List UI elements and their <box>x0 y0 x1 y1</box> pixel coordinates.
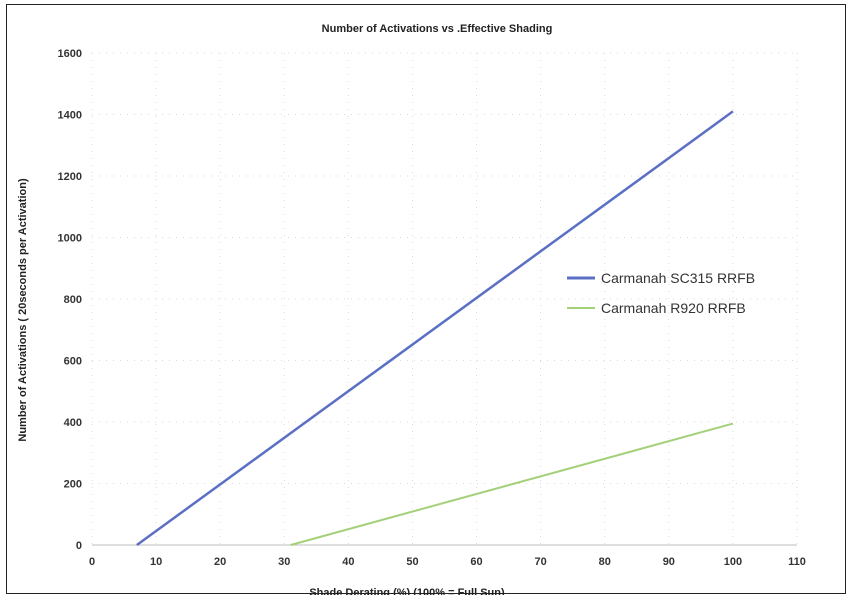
x-tick-label: 10 <box>150 556 162 568</box>
chart-title: Number of Activations vs .Effective Shad… <box>322 23 553 35</box>
x-tick-label: 100 <box>724 556 742 568</box>
x-tick-label: 0 <box>89 556 95 568</box>
y-tick-label: 1600 <box>58 48 82 60</box>
y-tick-label: 200 <box>64 479 82 491</box>
line-chart: Number of Activations vs .Effective Shad… <box>17 23 806 595</box>
x-tick-label: 110 <box>788 556 806 568</box>
y-tick-label: 400 <box>64 417 82 429</box>
grid-lines <box>91 52 798 546</box>
legend-label-1: Carmanah SC315 RRFB <box>601 270 755 286</box>
x-axis-ticks: 0 10 20 30 40 50 60 70 80 90 100 110 <box>89 556 806 568</box>
y-tick-label: 800 <box>64 294 82 306</box>
y-tick-label: 0 <box>76 540 82 552</box>
x-tick-label: 90 <box>663 556 675 568</box>
series-line-2 <box>290 422 734 546</box>
legend-label-2: Carmanah R920 RRFB <box>601 300 746 316</box>
y-tick-label: 600 <box>64 356 82 368</box>
x-tick-label: 60 <box>470 556 482 568</box>
x-tick-label: 40 <box>342 556 354 568</box>
y-axis-ticks: 0 200 400 600 800 1000 1200 1400 1600 <box>58 48 82 552</box>
y-axis-label: Number of Activations ( 20seconds per Ac… <box>17 178 29 442</box>
y-tick-label: 1200 <box>58 171 82 183</box>
x-tick-label: 70 <box>535 556 547 568</box>
legend: Carmanah SC315 RRFB Carmanah R920 RRFB <box>567 270 755 316</box>
x-tick-label: 20 <box>214 556 226 568</box>
x-tick-label: 30 <box>278 556 290 568</box>
y-tick-label: 1400 <box>58 110 82 122</box>
x-tick-label: 50 <box>406 556 418 568</box>
chart-frame: Number of Activations vs .Effective Shad… <box>6 4 846 595</box>
y-tick-label: 1000 <box>58 233 82 245</box>
x-tick-label: 80 <box>599 556 611 568</box>
series-line-1 <box>136 110 734 547</box>
series-lines <box>136 110 734 547</box>
x-axis-label: Shade Derating (%) (100% = Full Sun) <box>309 587 505 595</box>
